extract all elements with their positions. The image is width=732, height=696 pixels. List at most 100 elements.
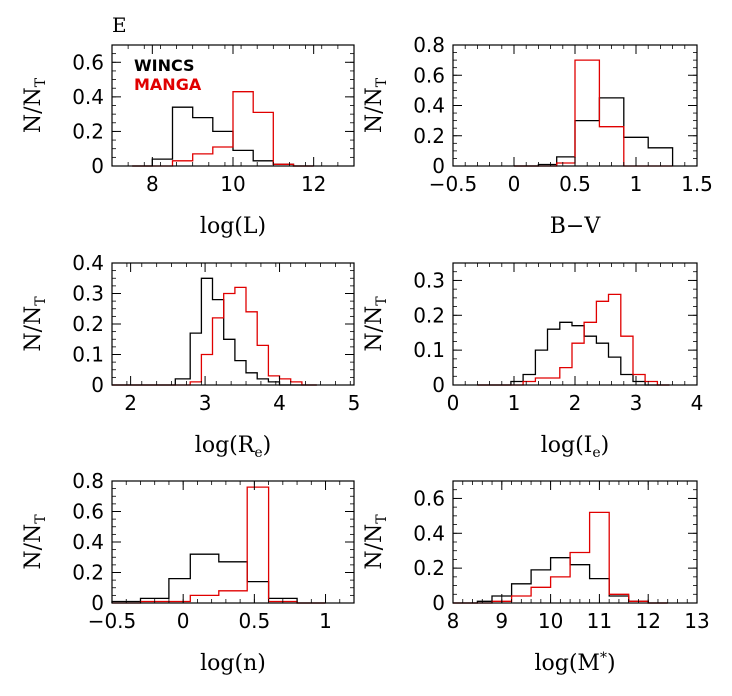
y-tick-label: 0.8 [72, 469, 104, 493]
x-tick-label: 10 [220, 172, 245, 196]
histogram-bin [584, 322, 596, 385]
y-tick-label: 0.6 [413, 63, 445, 87]
histogram-bin [535, 350, 547, 385]
x-tick-label: −0.5 [429, 172, 478, 196]
y-tick-label: 0.6 [72, 50, 104, 74]
x-axis-label: log(n) [200, 651, 266, 676]
x-tick-label: 0 [177, 609, 190, 633]
x-tick-label: 0.5 [238, 609, 270, 633]
y-tick-label: 0.6 [413, 486, 445, 510]
series-line-manga [453, 511, 668, 604]
x-tick-label: −0.5 [88, 609, 137, 633]
histogram-bin [584, 336, 596, 385]
x-tick-label: 1 [508, 391, 521, 415]
x-tick-label: 3 [630, 391, 643, 415]
histogram-bin [575, 60, 599, 166]
y-tick-label: 0 [432, 591, 445, 615]
y-axis-label: N/NT [362, 77, 390, 133]
y-tick-label: 0.4 [72, 251, 104, 275]
y-tick-label: 0.2 [413, 556, 445, 580]
y-axis-label: N/NT [21, 514, 49, 570]
y-tick-label: 0 [91, 591, 104, 615]
x-tick-label: 1 [319, 609, 332, 633]
histogram-bin [268, 376, 279, 385]
x-tick-label: 5 [348, 391, 361, 415]
plot-frame [452, 262, 698, 386]
series-manga [112, 486, 326, 604]
histogram-bin [213, 131, 233, 166]
y-tick-label: 0.2 [413, 124, 445, 148]
x-tick-label: 8 [146, 172, 159, 196]
series-line-wincs [477, 321, 670, 386]
histogram-bin [213, 300, 224, 385]
legend-wincs-label: WINCS [134, 56, 195, 75]
x-tick-label: 2 [124, 391, 137, 415]
histogram-bin [213, 147, 233, 166]
histogram-bin [609, 294, 621, 385]
series-manga [112, 286, 317, 386]
histogram-bin [523, 375, 535, 386]
y-axis-label: N/NT [21, 77, 49, 133]
histogram-bin [633, 375, 645, 386]
x-tick-label: 10 [538, 609, 563, 633]
x-tick-label: 4 [273, 391, 286, 415]
series-wincs [112, 277, 317, 386]
histogram-bin [590, 512, 610, 603]
histogram-bin [253, 161, 273, 166]
x-axis-label: log(M*) [534, 650, 615, 676]
histogram-bin [572, 326, 584, 385]
histogram-bin [235, 361, 246, 385]
histogram-bin [193, 118, 213, 166]
x-tick-label: 8 [447, 609, 460, 633]
series-wincs [453, 557, 668, 604]
series-wincs [514, 97, 674, 167]
y-tick-label: 0.4 [72, 85, 104, 109]
histogram-bin [213, 318, 224, 385]
series-line-manga [132, 91, 314, 167]
x-tick-label: 12 [635, 609, 660, 633]
histogram-bin [621, 336, 633, 385]
panel-2: −0.5 0 0.5 1 1.500.20.40.60.8B−VN/NT [362, 33, 713, 239]
y-tick-label: 0.2 [72, 119, 104, 143]
series-line-wincs [453, 557, 668, 604]
histogram-bin [560, 322, 572, 385]
series-line-manga [477, 293, 670, 386]
panel-1: 8 10 12 0 0.2 0.4 0.6 log(L) N/NT [21, 44, 355, 239]
histogram-bin [233, 150, 253, 166]
histogram-bin [551, 558, 571, 603]
histogram-bin [201, 278, 212, 385]
histogram-bin [224, 339, 235, 385]
series-line-wincs [132, 106, 314, 167]
y-tick-label: 0.3 [72, 282, 104, 306]
x-tick-label: 11 [587, 609, 612, 633]
x-tick-label: 0 [447, 391, 460, 415]
series-wincs [132, 106, 314, 167]
histogram-bin [219, 591, 248, 603]
histogram-bin [219, 562, 248, 603]
histogram-bin [190, 333, 201, 385]
y-tick-label: 0.2 [413, 303, 445, 327]
histogram-bin [190, 595, 219, 603]
series-wincs [477, 321, 670, 386]
x-tick-label: 0.5 [559, 172, 591, 196]
x-tick-label: 0 [508, 172, 521, 196]
series-manga [132, 91, 314, 167]
y-tick-label: 0 [91, 154, 104, 178]
histogram-bin [548, 329, 560, 385]
y-tick-label: 0.3 [413, 268, 445, 292]
y-tick-label: 0.1 [72, 343, 104, 367]
histogram-bin [599, 98, 623, 166]
series-line-manga [112, 286, 317, 386]
y-axis-label: N/NT [362, 296, 390, 352]
x-axis-label: log(Ie) [541, 433, 610, 461]
histogram-bin [253, 112, 273, 166]
panel-4: 0 1 2 3 4 0 0.1 0.2 0.3 log(Ie) N/NT [362, 262, 704, 461]
x-tick-label: 4 [691, 391, 704, 415]
histogram-bin [280, 379, 291, 385]
y-tick-label: 0.2 [72, 561, 104, 585]
histogram-bin [621, 375, 633, 386]
x-tick-label: 13 [684, 609, 709, 633]
histogram-bin [599, 127, 623, 166]
